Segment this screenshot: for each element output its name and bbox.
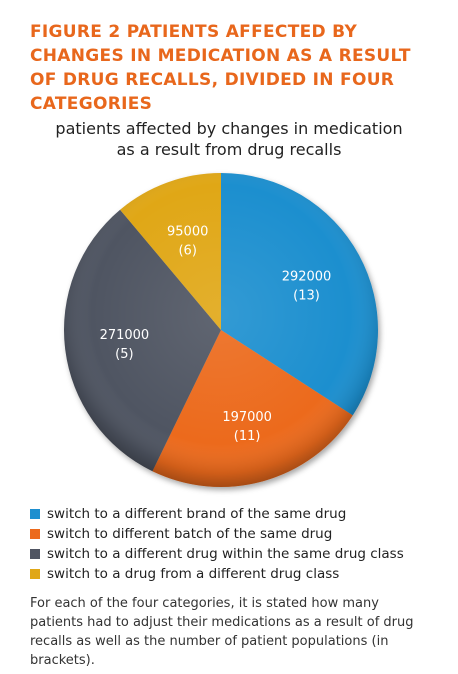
legend: switch to a different brand of the same …: [30, 504, 440, 584]
legend-label: switch to a different brand of the same …: [47, 506, 347, 522]
chart-title-line-2: as a result from drug recalls: [116, 140, 342, 159]
legend-swatch: [30, 509, 40, 519]
slice-count-label: (6): [178, 244, 196, 259]
legend-swatch: [30, 569, 40, 579]
legend-label: switch to a different drug within the sa…: [47, 546, 404, 562]
legend-swatch: [30, 529, 40, 539]
legend-label: switch to different batch of the same dr…: [47, 526, 333, 542]
legend-item: switch to a different brand of the same …: [30, 504, 440, 524]
chart-title: patients affected by changes in medicati…: [0, 118, 458, 160]
slice-value-label: 95000: [167, 225, 208, 240]
slice-value-label: 197000: [222, 410, 272, 425]
legend-label: switch to a drug from a different drug c…: [47, 566, 340, 582]
slice-count-label: (13): [293, 289, 320, 304]
figure-note: For each of the four categories, it is s…: [30, 596, 414, 668]
figure-title: FIGURE 2 PATIENTS AFFECTED BY CHANGES IN…: [30, 22, 411, 114]
slice-count-label: (11): [234, 429, 261, 444]
legend-item: switch to a drug from a different drug c…: [30, 564, 440, 584]
slice-value-label: 271000: [100, 328, 150, 343]
pie-chart: 292000 (13) 197000 (11) 271000 (5) 95000 (6): [63, 173, 378, 487]
legend-swatch: [30, 549, 40, 559]
chart-title-line-1: patients affected by changes in medicati…: [55, 119, 403, 138]
slice-value-label: 292000: [282, 270, 332, 285]
slice-count-label: (5): [115, 347, 133, 362]
legend-item: switch to different batch of the same dr…: [30, 524, 440, 544]
legend-item: switch to a different drug within the sa…: [30, 544, 440, 564]
